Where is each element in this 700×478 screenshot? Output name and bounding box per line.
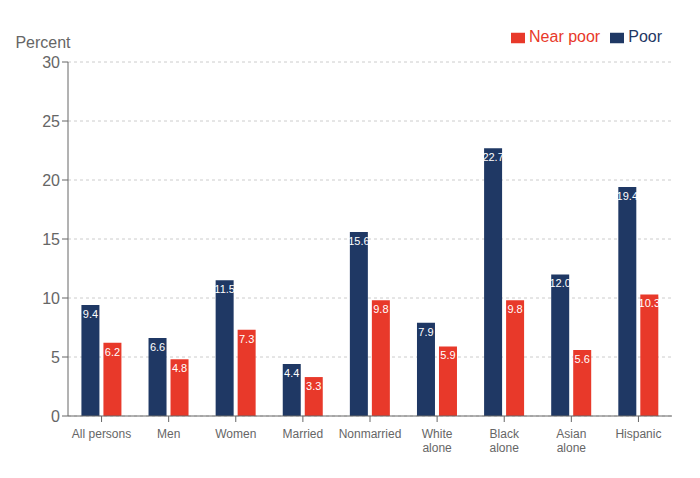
svg-text:7.3: 7.3	[239, 333, 254, 345]
html-text:Near poor: Near poor	[529, 28, 601, 45]
svg-text:Men: Men	[157, 427, 180, 441]
svg-text:20: 20	[42, 172, 60, 189]
svg-text:4.4: 4.4	[284, 367, 299, 379]
svg-text:All persons: All persons	[72, 427, 131, 441]
svg-text:Asianalone: Asianalone	[556, 427, 586, 455]
svg-text:12.0: 12.0	[549, 277, 570, 289]
svg-text:7.9: 7.9	[418, 326, 433, 338]
svg-text:Percent: Percent	[15, 34, 71, 51]
svg-text:4.8: 4.8	[172, 362, 187, 374]
svg-text:Hispanic: Hispanic	[615, 427, 661, 441]
svg-text:19.4: 19.4	[617, 190, 638, 202]
svg-text:22.7: 22.7	[482, 151, 503, 163]
svg-text:15.6: 15.6	[348, 235, 369, 247]
svg-text:9.4: 9.4	[83, 308, 98, 320]
svg-text:Whitealone: Whitealone	[422, 427, 453, 455]
svg-text:30: 30	[42, 54, 60, 71]
svg-text:9.8: 9.8	[373, 303, 388, 315]
svg-text:5.9: 5.9	[440, 349, 455, 361]
svg-text:Women: Women	[215, 427, 256, 441]
svg-text:11.5: 11.5	[214, 283, 235, 295]
html-text:Poor: Poor	[628, 28, 662, 45]
svg-text:3.3: 3.3	[306, 380, 321, 392]
svg-text:10: 10	[42, 290, 60, 307]
svg-text:15: 15	[42, 231, 60, 248]
svg-text:25: 25	[42, 113, 60, 130]
svg-text:9.8: 9.8	[507, 303, 522, 315]
svg-text:5: 5	[51, 349, 60, 366]
svg-text:Nonmarried: Nonmarried	[339, 427, 402, 441]
svg-text:0: 0	[51, 408, 60, 425]
svg-text:5.6: 5.6	[575, 353, 590, 365]
svg-text:6.2: 6.2	[105, 346, 120, 358]
svg-text:Blackalone: Blackalone	[490, 427, 520, 455]
svg-text:6.6: 6.6	[150, 341, 165, 353]
svg-text:10.3: 10.3	[639, 297, 660, 309]
svg-text:Married: Married	[283, 427, 324, 441]
